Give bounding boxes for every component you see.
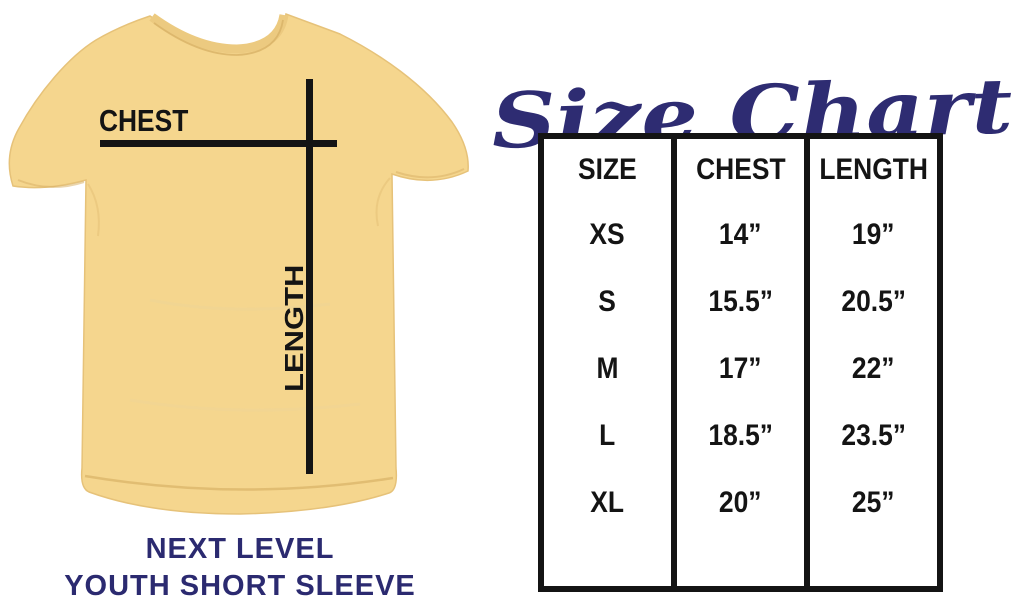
column-header-size: SIZE: [578, 153, 637, 186]
size-table-column-length: LENGTH 19” 20.5” 22” 23.5” 25”: [804, 139, 937, 586]
tshirt-image: [8, 12, 469, 515]
table-cell: 19”: [852, 217, 895, 251]
size-chart-panel: Size Chart SIZE XS S M L XL CHEST: [480, 0, 1024, 616]
table-cell: 15.5”: [708, 284, 773, 318]
table-cell: 14”: [719, 217, 762, 251]
chest-measure-line: [100, 140, 337, 147]
table-cell: 17”: [719, 351, 762, 385]
chest-label: CHEST: [99, 103, 189, 138]
tshirt-diagram: CHEST LENGTH NEXT LEVEL YOUTH SHORT SLEE…: [0, 0, 480, 616]
table-cell: 18.5”: [708, 418, 773, 452]
length-measure-line: [306, 79, 313, 474]
product-name-line2: YOUTH SHORT SLEEVE: [64, 570, 416, 602]
table-cell: XL: [590, 485, 625, 519]
table-cell: L: [599, 418, 616, 452]
length-label: LENGTH: [279, 264, 309, 392]
table-cell: 23.5”: [841, 418, 906, 452]
table-cell: 20.5”: [841, 284, 906, 318]
table-cell: 20”: [719, 485, 762, 519]
table-cell: XS: [589, 217, 626, 251]
size-table: SIZE XS S M L XL CHEST 14” 15.5”: [538, 133, 943, 592]
column-header-length: LENGTH: [819, 153, 928, 186]
table-cell: M: [596, 351, 619, 385]
product-name-line1: NEXT LEVEL: [145, 533, 335, 565]
size-table-column-size: SIZE XS S M L XL: [544, 139, 671, 586]
column-header-chest: CHEST: [695, 153, 786, 186]
table-cell: 25”: [852, 485, 895, 519]
table-cell: 22”: [852, 351, 895, 385]
table-cell: S: [598, 284, 617, 318]
product-name: NEXT LEVEL YOUTH SHORT SLEEVE: [0, 531, 480, 605]
size-table-column-chest: CHEST 14” 15.5” 17” 18.5” 20”: [671, 139, 804, 586]
